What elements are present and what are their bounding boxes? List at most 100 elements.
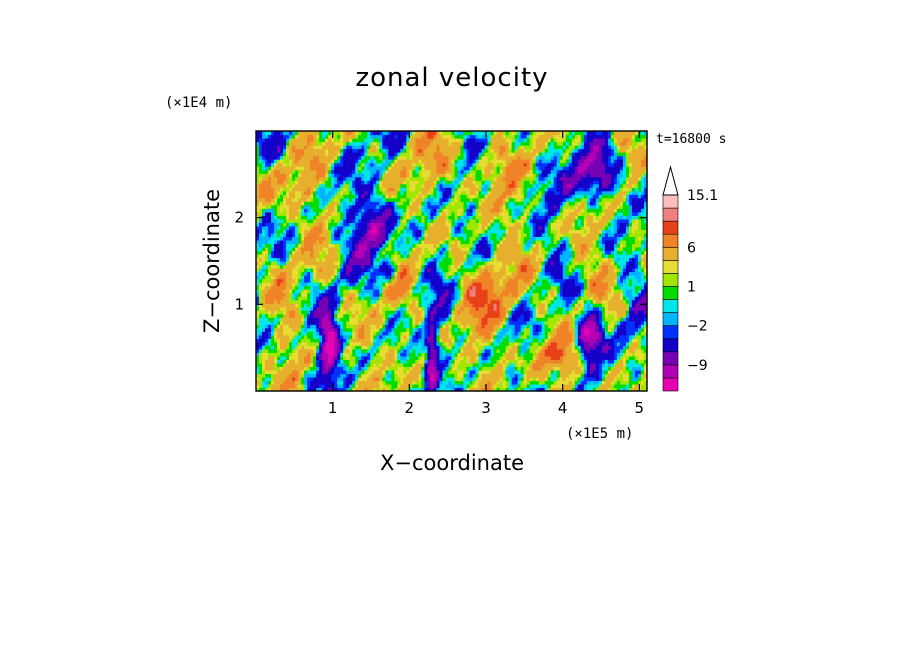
heatmap-cell: [265, 246, 269, 252]
heatmap-cell: [379, 222, 383, 227]
heatmap-cell: [415, 348, 420, 353]
heatmap-cell: [415, 341, 420, 346]
heatmap-cell: [406, 373, 410, 378]
heatmap-cell: [256, 155, 260, 160]
heatmap-cell: [277, 324, 281, 329]
heatmap-cell: [337, 338, 341, 343]
heatmap-cell: [400, 359, 404, 364]
heatmap-cell: [340, 159, 344, 164]
heatmap-cell: [370, 138, 374, 143]
heatmap-cell: [325, 369, 329, 375]
heatmap-cell: [262, 299, 266, 304]
heatmap-cell: [406, 229, 410, 234]
heatmap-cell: [262, 218, 266, 223]
heatmap-cell: [412, 292, 417, 297]
heatmap-cell: [328, 341, 332, 346]
heatmap-cell: [394, 166, 398, 171]
heatmap-cell: [325, 299, 329, 304]
heatmap-cell: [373, 320, 377, 325]
heatmap-cell: [388, 166, 392, 171]
heatmap-cell: [340, 317, 344, 322]
heatmap-cell: [310, 303, 314, 308]
heatmap-cell: [409, 261, 413, 266]
heatmap-cell: [370, 211, 374, 216]
heatmap-cell: [310, 141, 314, 146]
heatmap-cell: [313, 141, 317, 146]
heatmap-cell: [274, 355, 278, 360]
heatmap-cell: [382, 264, 386, 269]
heatmap-cell: [376, 194, 380, 199]
heatmap-cell: [394, 215, 398, 220]
heatmap-cell: [304, 250, 308, 255]
heatmap-cell: [361, 317, 365, 322]
heatmap-cell: [295, 341, 299, 346]
heatmap-cell: [370, 204, 374, 209]
heatmap-cell: [322, 387, 326, 392]
heatmap-cell: [259, 222, 263, 227]
heatmap-cell: [298, 331, 302, 336]
heatmap-cell: [262, 261, 266, 266]
heatmap-cell: [346, 289, 350, 294]
heatmap-cell: [391, 145, 395, 150]
heatmap-cell: [304, 162, 308, 167]
heatmap-cell: [346, 197, 350, 202]
heatmap-cell: [403, 218, 407, 223]
heatmap-cell: [307, 299, 311, 304]
heatmap-cell: [319, 334, 323, 339]
heatmap-cell: [304, 355, 308, 360]
heatmap-cell: [307, 134, 311, 139]
heatmap-cell: [307, 138, 311, 143]
heatmap-cell: [319, 264, 323, 269]
heatmap-cell: [313, 162, 317, 167]
heatmap-cell: [379, 201, 383, 206]
heatmap-cell: [271, 352, 275, 357]
heatmap-cell: [346, 331, 350, 336]
heatmap-cell: [394, 387, 398, 392]
heatmap-cell: [259, 271, 263, 276]
heatmap-cell: [385, 320, 389, 325]
heatmap-cell: [256, 176, 260, 181]
heatmap-cell: [358, 134, 362, 139]
heatmap-cell: [400, 380, 404, 385]
heatmap-cell: [319, 246, 323, 252]
heatmap-cell: [295, 173, 299, 178]
heatmap-cell: [355, 285, 359, 290]
heatmap-cell: [277, 275, 281, 280]
heatmap-cell: [346, 204, 350, 209]
heatmap-cell: [277, 376, 281, 382]
heatmap-cell: [280, 131, 284, 136]
heatmap-cell: [277, 162, 281, 167]
heatmap-cell: [310, 359, 314, 364]
heatmap-cell: [406, 292, 410, 297]
heatmap-cell: [322, 246, 326, 252]
heatmap-cell: [352, 148, 356, 153]
heatmap-cell: [301, 387, 305, 392]
heatmap-cell: [328, 362, 332, 367]
heatmap-cell: [373, 159, 377, 164]
heatmap-cell: [307, 236, 311, 241]
heatmap-cell: [265, 215, 269, 220]
heatmap-cell: [364, 138, 368, 143]
heatmap-cell: [340, 208, 344, 213]
heatmap-cell: [322, 303, 326, 308]
heatmap-cell: [313, 338, 317, 343]
heatmap-cell: [346, 292, 350, 297]
heatmap-cell: [346, 299, 350, 304]
heatmap-cell: [382, 257, 386, 262]
heatmap-cell: [322, 250, 326, 255]
heatmap-cell: [337, 253, 341, 259]
heatmap-cell: [265, 152, 269, 157]
heatmap-cell: [331, 306, 335, 311]
heatmap-cell: [409, 324, 413, 329]
heatmap-cell: [295, 376, 299, 382]
heatmap-cell: [346, 166, 350, 171]
heatmap-cell: [376, 313, 380, 318]
heatmap-cell: [307, 243, 311, 248]
heatmap-cell: [358, 359, 362, 364]
heatmap-cell: [289, 131, 293, 136]
heatmap-cell: [391, 218, 395, 223]
heatmap-cell: [340, 359, 344, 364]
heatmap-cell: [259, 145, 263, 150]
heatmap-cell: [409, 162, 413, 167]
heatmap-cell: [352, 159, 356, 164]
